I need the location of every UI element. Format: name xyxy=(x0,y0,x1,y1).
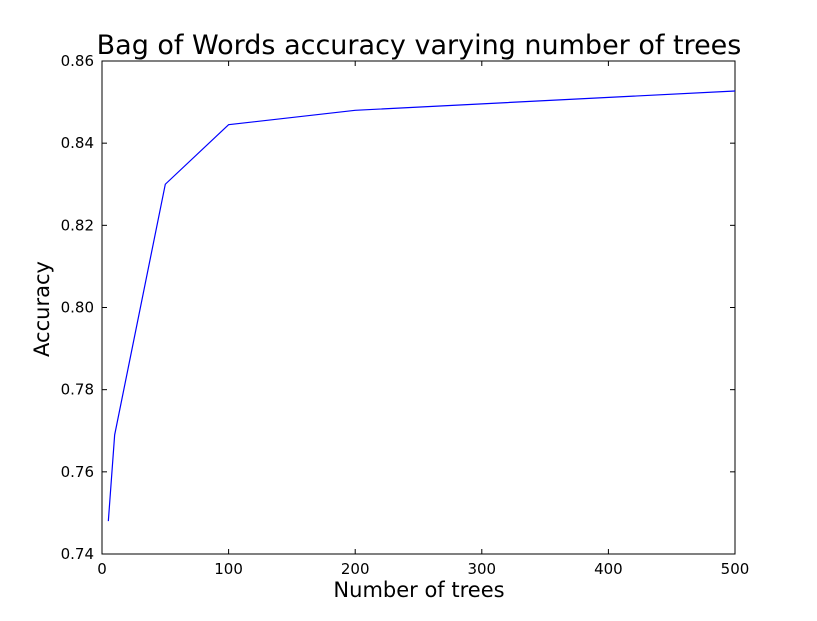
y-tick-label: 0.78 xyxy=(61,381,94,399)
y-tick-label: 0.80 xyxy=(61,299,94,317)
y-tick-label: 0.76 xyxy=(61,463,94,481)
y-tick-label: 0.86 xyxy=(61,52,94,70)
x-axis-label: Number of trees xyxy=(333,578,504,602)
x-tick-label: 300 xyxy=(467,560,496,578)
y-tick-label: 0.82 xyxy=(61,216,94,234)
y-axis-label: Accuracy xyxy=(30,261,54,357)
x-tick-label: 200 xyxy=(341,560,370,578)
x-tick-label: 400 xyxy=(594,560,623,578)
y-tick-label: 0.74 xyxy=(61,545,94,563)
x-tick-label: 0 xyxy=(97,560,107,578)
x-tick-label: 500 xyxy=(721,560,750,578)
series-line xyxy=(108,91,735,521)
x-tick-label: 100 xyxy=(214,560,243,578)
y-tick-label: 0.84 xyxy=(61,134,94,152)
chart-title: Bag of Words accuracy varying number of … xyxy=(97,30,742,61)
plot-area: 0 100 200 300 400 500 0.74 0.76 0.78 0.80 0.82 0.84… xyxy=(61,52,750,578)
plot-frame xyxy=(102,61,735,554)
